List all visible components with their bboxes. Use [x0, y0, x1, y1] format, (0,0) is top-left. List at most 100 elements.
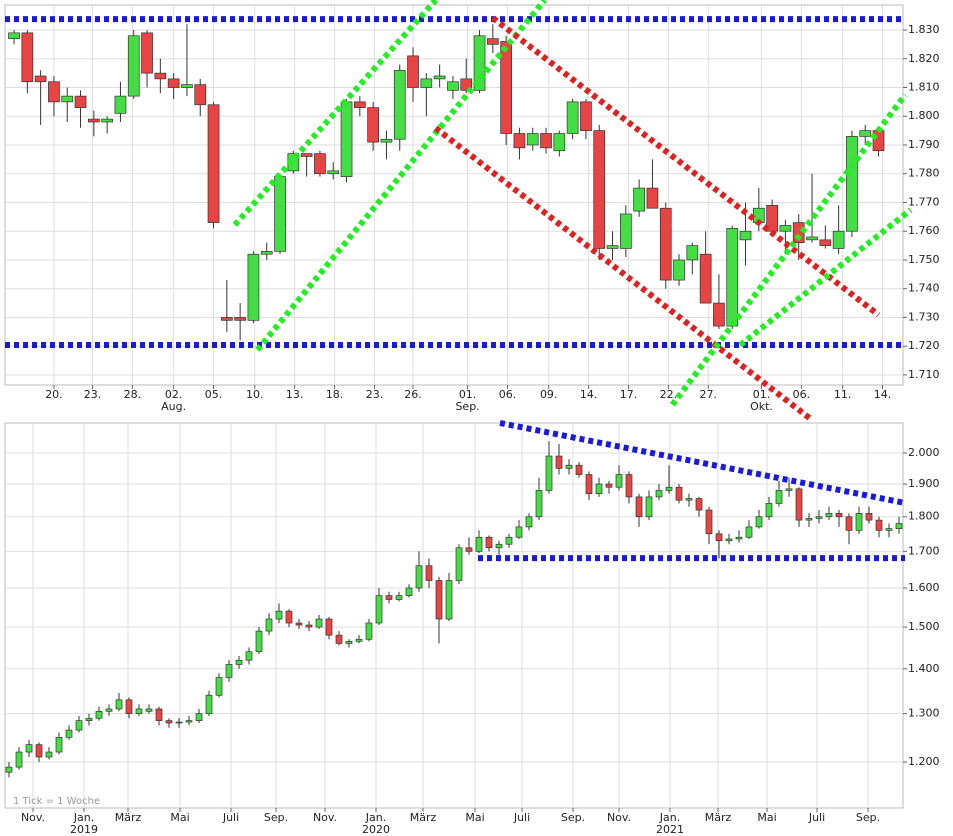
candle-body [775, 490, 783, 504]
x-tick-label: Juli [808, 811, 825, 824]
x-tick-label: 05. [205, 388, 223, 401]
trend-line [255, 0, 548, 352]
y-tick-label: 1.400 [908, 662, 940, 675]
x-tick-label-second: Aug. [161, 400, 186, 413]
y-tick-label: 1.830 [908, 23, 940, 36]
x-tick-label: Jan. [365, 811, 386, 824]
candle-body [585, 474, 593, 495]
candle-body [845, 516, 853, 531]
candle-body [325, 618, 333, 636]
candle-body [460, 78, 473, 91]
y-tick-label: 1.720 [908, 339, 940, 352]
candle-body [475, 536, 483, 552]
x-tick-label: März [705, 811, 732, 824]
candle-body [565, 464, 573, 469]
x-tick-label: 11. [834, 388, 852, 401]
y-tick-label: 1.700 [908, 544, 940, 557]
y-tick-label: 1.710 [908, 368, 940, 381]
candle-body [846, 136, 858, 232]
candle-body [265, 618, 273, 632]
y-tick-label: 1.300 [908, 707, 940, 720]
x-tick-label: März [115, 811, 142, 824]
candle-body [819, 239, 832, 246]
candle-body [646, 187, 659, 209]
x-tick-label: 23. [366, 388, 384, 401]
candle-body [755, 516, 763, 528]
trend-line [499, 420, 906, 506]
candle-body [615, 474, 623, 488]
candle-body [61, 95, 74, 103]
candle-body [395, 595, 403, 600]
candle-body [645, 496, 653, 518]
candle-body [865, 513, 873, 521]
candle-body [515, 526, 523, 538]
candle-body [815, 516, 823, 519]
trend-line [491, 15, 881, 318]
x-tick-label: 17. [620, 388, 638, 401]
candle-body [505, 536, 513, 545]
y-tick-label: 1.790 [908, 138, 940, 151]
candle-body [513, 133, 526, 149]
candle-body [195, 713, 203, 721]
candle-body [315, 618, 323, 628]
x-tick-label: Jan. [659, 811, 680, 824]
candle-body [872, 130, 885, 152]
candle-body [535, 490, 543, 518]
y-tick-label: 1.730 [908, 310, 940, 323]
candle-body [435, 580, 443, 620]
candle-body [225, 664, 233, 678]
candle-body [425, 565, 433, 581]
y-tick-label: 1.750 [908, 253, 940, 266]
candle-body [305, 624, 313, 628]
candle-body [785, 488, 793, 491]
candle-body [75, 720, 83, 731]
y-tick-label: 2.000 [908, 446, 940, 459]
candle-body [885, 528, 893, 531]
x-tick-label: 14. [580, 388, 598, 401]
y-tick-label: 1.770 [908, 195, 940, 208]
candle-body [735, 536, 743, 540]
candle-body [606, 245, 619, 249]
candle-body [385, 595, 393, 600]
y-tick-label: 1.740 [908, 282, 940, 295]
x-tick-label: 09. [540, 388, 558, 401]
candle-body [725, 538, 733, 542]
candle-body [255, 630, 263, 653]
note: 1 Tick = 1 Woche [13, 796, 100, 807]
y-tick-label: 1.800 [908, 109, 940, 122]
candle-body [726, 227, 739, 327]
candle-body [715, 533, 723, 542]
x-tick-label: 10. [246, 388, 264, 401]
candle-body [165, 720, 173, 724]
candle-body [675, 486, 683, 501]
x-tick-label: 28. [124, 388, 142, 401]
candle-body [805, 518, 813, 521]
candle-body [405, 587, 413, 596]
y-tick-label: 1.780 [908, 167, 940, 180]
candle-body [566, 101, 579, 134]
x-tick-label: 01. [753, 388, 771, 401]
candle-body [619, 213, 632, 249]
candle-body [194, 84, 207, 106]
candle-body [355, 638, 363, 642]
candle-body [207, 104, 220, 223]
candle-body [795, 488, 803, 521]
candle-body [353, 101, 366, 108]
candle-body [633, 187, 645, 212]
x-tick-label: 14. [874, 388, 892, 401]
candle-body [181, 84, 193, 88]
candle-body [167, 78, 180, 88]
candle-body [127, 35, 140, 97]
candle-body [635, 496, 643, 518]
candle-body [235, 659, 243, 665]
x-tick-label-second: 2021 [656, 823, 684, 836]
candle-body [540, 133, 552, 149]
candle-body [553, 133, 566, 152]
candle-body [15, 751, 23, 768]
candle-body [655, 490, 663, 498]
x-tick-label: Nov. [21, 811, 45, 824]
candle-body [525, 516, 533, 528]
x-tick-label: 20. [45, 388, 63, 401]
